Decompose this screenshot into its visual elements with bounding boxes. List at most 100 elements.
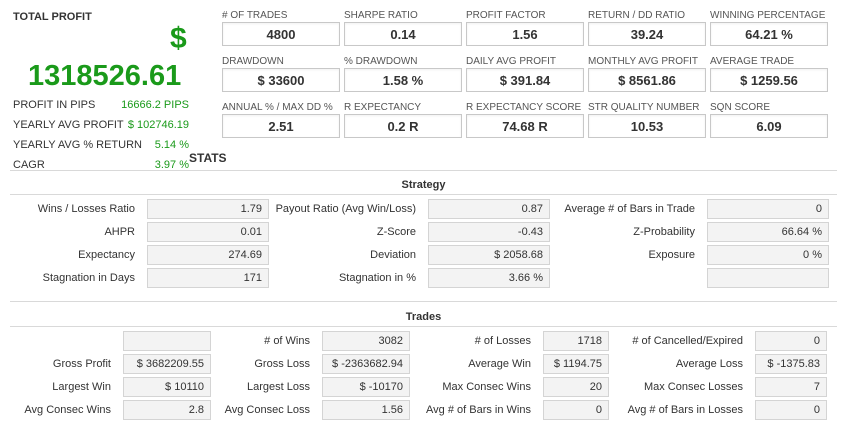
trades-value: 1718 [543, 331, 609, 351]
trades-value: $ -10170 [322, 377, 410, 397]
summary-value: 3.97 % [154, 159, 189, 171]
stats-title: STATS [189, 151, 227, 165]
metric-value: 2.51 [222, 114, 340, 138]
metric-value: 0.14 [344, 22, 462, 46]
metric-label: PROFIT FACTOR [466, 10, 546, 21]
strategy-value: $ 2058.68 [428, 245, 550, 265]
metric-value: 1.56 [466, 22, 584, 46]
metric-label: DAILY AVG PROFIT [466, 56, 557, 67]
metric-value: $ 391.84 [466, 68, 584, 92]
metric-label: RETURN / DD RATIO [588, 10, 686, 21]
summary-row-yearly-avg-profit: YEARLY AVG PROFIT $ 102746.19 [13, 115, 189, 135]
summary-value: 16666.2 PIPS [121, 99, 189, 111]
trades-value: 0 [755, 400, 827, 420]
metric-label: SQN SCORE [710, 102, 771, 113]
strategy-value-empty [707, 268, 829, 288]
trades-label: Gross Profit [52, 358, 111, 370]
trades-label: Average Win [468, 358, 531, 370]
trades-value: $ 10110 [123, 377, 211, 397]
strategy-divider [10, 194, 837, 195]
trades-value: 3082 [322, 331, 410, 351]
metric-label: STR QUALITY NUMBER [588, 102, 700, 113]
trades-label: Avg # of Bars in Losses [627, 404, 743, 416]
trades-label: # of Losses [474, 335, 531, 347]
metric-value: 64.21 % [710, 22, 828, 46]
strategy-value: 0 [707, 199, 829, 219]
trades-value: $ 3682209.55 [123, 354, 211, 374]
strategy-label: Z-Score [376, 226, 416, 238]
trades-value: 7 [755, 377, 827, 397]
summary-label: YEARLY AVG % RETURN [13, 139, 142, 151]
metric-value: 0.2 R [344, 114, 462, 138]
strategy-value: 3.66 % [428, 268, 550, 288]
strategy-label: Expectancy [78, 249, 135, 261]
strategy-value: 66.64 % [707, 222, 829, 242]
trades-value: 0 [543, 400, 609, 420]
strategy-title: Strategy [401, 179, 446, 191]
strategy-divider-top [10, 170, 837, 171]
trades-value: 1.56 [322, 400, 410, 420]
trades-value: $ 1194.75 [543, 354, 609, 374]
strategy-label: Deviation [370, 249, 416, 261]
metric-value: 6.09 [710, 114, 828, 138]
metric-label: ANNUAL % / MAX DD % [222, 102, 333, 113]
trades-label: Max Consec Losses [643, 381, 743, 393]
strategy-label: Stagnation in % [338, 272, 416, 284]
metric-label: R EXPECTANCY [344, 102, 422, 113]
trades-value: 20 [543, 377, 609, 397]
summary-label: PROFIT IN PIPS [13, 99, 96, 111]
trades-label: Gross Loss [254, 358, 310, 370]
metric-value: $ 1259.56 [710, 68, 828, 92]
metric-label: R EXPECTANCY SCORE [466, 102, 582, 113]
summary-value: 5.14 % [154, 139, 189, 151]
summary-label: YEARLY AVG PROFIT [13, 119, 124, 131]
strategy-value: -0.43 [428, 222, 550, 242]
strategy-label: Z-Probability [633, 226, 695, 238]
metric-label: AVERAGE TRADE [710, 56, 795, 67]
strategy-value: 0 % [707, 245, 829, 265]
trades-value: $ -2363682.94 [322, 354, 410, 374]
metric-value: 1.58 % [344, 68, 462, 92]
trades-label: Avg Consec Loss [224, 404, 310, 416]
strategy-label: Exposure [648, 249, 695, 261]
trades-value: $ -1375.83 [755, 354, 827, 374]
metric-value: 4800 [222, 22, 340, 46]
summary-row-yearly-avg-return: YEARLY AVG % RETURN 5.14 % [13, 135, 189, 155]
trades-label: Largest Win [52, 381, 111, 393]
strategy-label: Payout Ratio (Avg Win/Loss) [275, 203, 416, 215]
metric-label: % DRAWDOWN [344, 56, 418, 67]
trades-label: # of Cancelled/Expired [632, 335, 743, 347]
strategy-label: AHPR [104, 226, 135, 238]
summary-label: CAGR [13, 159, 45, 171]
metric-label: DRAWDOWN [222, 56, 284, 67]
trades-value-empty [123, 331, 211, 351]
dollar-icon: $ [170, 22, 187, 55]
total-profit-title: TOTAL PROFIT [13, 11, 92, 23]
strategy-value: 0.87 [428, 199, 550, 219]
strategy-value: 0.01 [147, 222, 269, 242]
trades-label: # of Wins [264, 335, 310, 347]
trades-divider [10, 326, 837, 327]
trades-label: Max Consec Wins [442, 381, 531, 393]
metric-label: SHARPE RATIO [344, 10, 418, 21]
strategy-label: Average # of Bars in Trade [564, 203, 695, 215]
metric-label: MONTHLY AVG PROFIT [588, 56, 699, 67]
metric-value: $ 8561.86 [588, 68, 706, 92]
strategy-value: 274.69 [147, 245, 269, 265]
metric-value: $ 33600 [222, 68, 340, 92]
trades-label: Avg # of Bars in Wins [426, 404, 531, 416]
trades-label: Avg Consec Wins [24, 404, 111, 416]
metric-value: 39.24 [588, 22, 706, 46]
trades-value: 0 [755, 331, 827, 351]
metric-label: WINNING PERCENTAGE [710, 10, 826, 21]
strategy-label: Stagnation in Days [42, 272, 135, 284]
summary-value: $ 102746.19 [127, 119, 189, 131]
trades-divider-top [10, 301, 837, 302]
summary-row-profit-pips: PROFIT IN PIPS 16666.2 PIPS [13, 95, 189, 115]
total-profit-value: 1318526.61 [28, 60, 182, 92]
metric-value: 74.68 R [466, 114, 584, 138]
trades-title: Trades [405, 311, 442, 323]
strategy-value: 1.79 [147, 199, 269, 219]
summary-row-cagr: CAGR 3.97 % [13, 155, 189, 175]
trades-value: 2.8 [123, 400, 211, 420]
